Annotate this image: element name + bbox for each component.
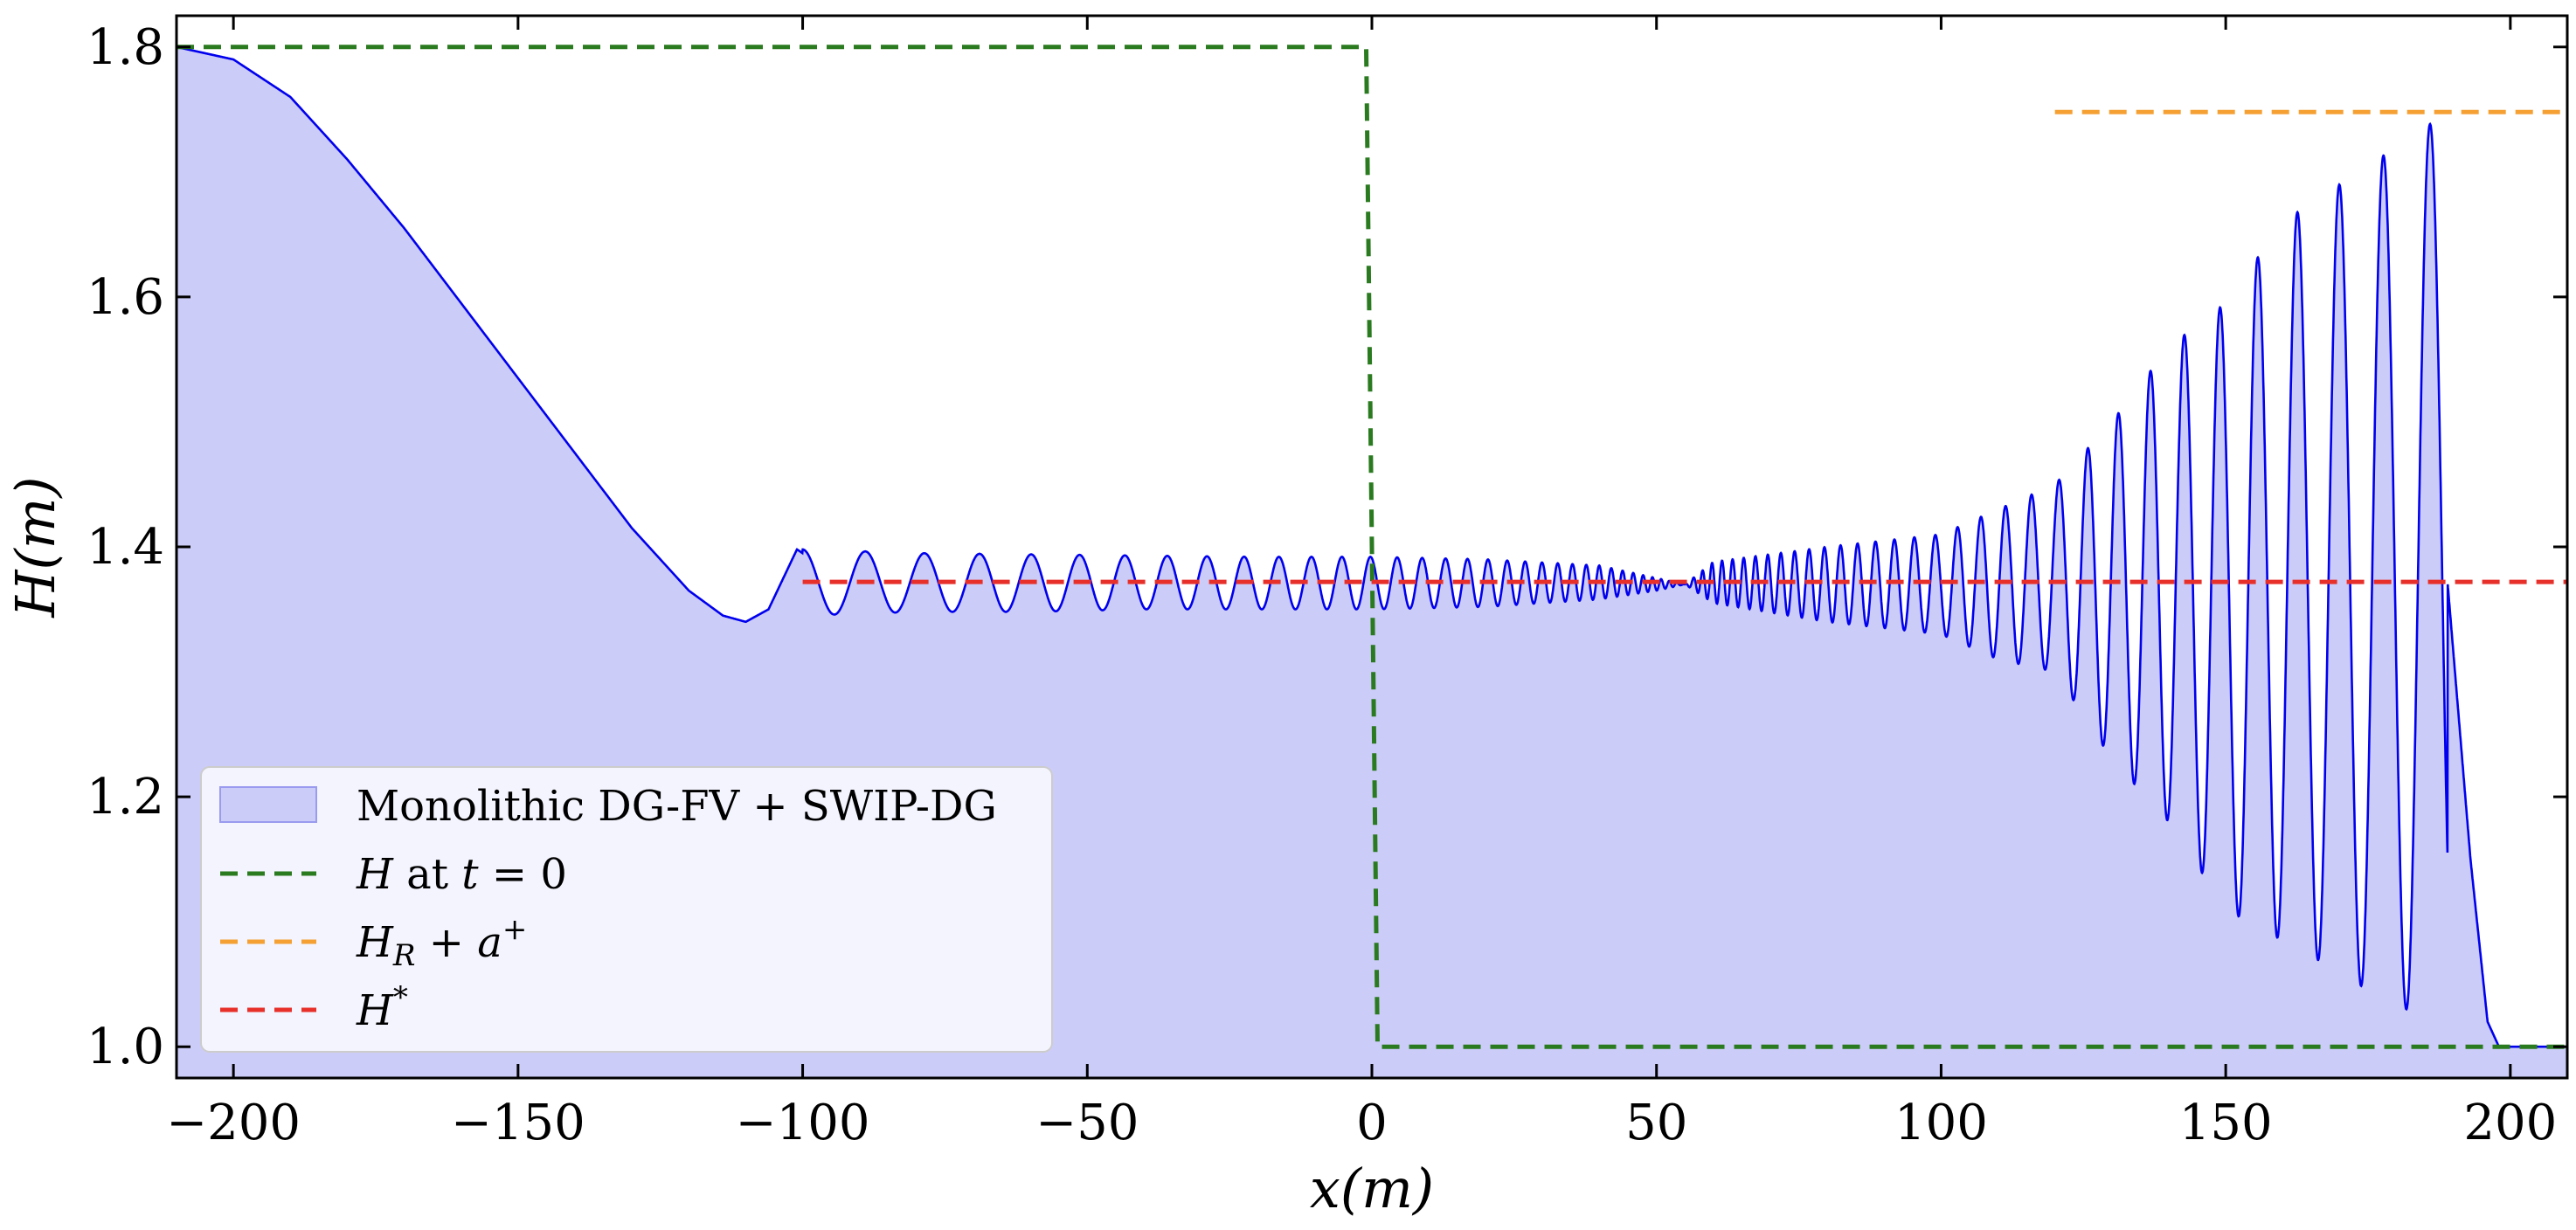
x-axis-label: x(m) [1310,1157,1434,1220]
y-tick-label: 1.2 [87,769,164,826]
legend-label-initial-h: H at t = 0 [356,850,567,899]
y-tick-label: 1.4 [87,519,164,576]
series-line-monolithic [177,45,2567,1048]
x-tick-label: −200 [166,1095,301,1151]
x-tick-label: 50 [1625,1095,1687,1151]
legend-label-hr-plus-a: HR + a+ [356,912,527,973]
series-line-initial-h [177,45,2567,1049]
x-tick-label: −150 [451,1095,585,1151]
legend-swatch-monolithic [219,786,317,823]
legend-label-monolithic: Monolithic DG-FV + SWIP-DG [357,782,997,831]
x-tick-label: −100 [736,1095,870,1151]
x-tick-label: −50 [1035,1095,1139,1151]
legend-box [200,766,1053,1053]
y-axis-label: H(m) [3,476,67,618]
y-tick-label: 1.6 [87,269,164,326]
x-tick-label: 0 [1356,1095,1388,1151]
x-tick-label: 150 [2179,1095,2273,1151]
legend-label-h-star: H* [356,980,408,1035]
y-tick-label: 1.8 [87,19,164,76]
legend: Monolithic DG-FV + SWIP-DG H at t = 0 HR +… [200,766,1053,1053]
x-tick-label: 100 [1894,1095,1988,1151]
y-tick-label: 1.0 [87,1019,164,1075]
x-tick-label: 200 [2463,1095,2557,1151]
